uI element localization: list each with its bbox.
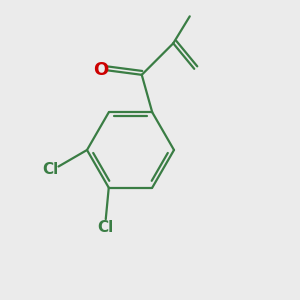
Text: Cl: Cl: [42, 162, 58, 177]
Text: O: O: [93, 61, 108, 79]
Text: Cl: Cl: [98, 220, 114, 235]
